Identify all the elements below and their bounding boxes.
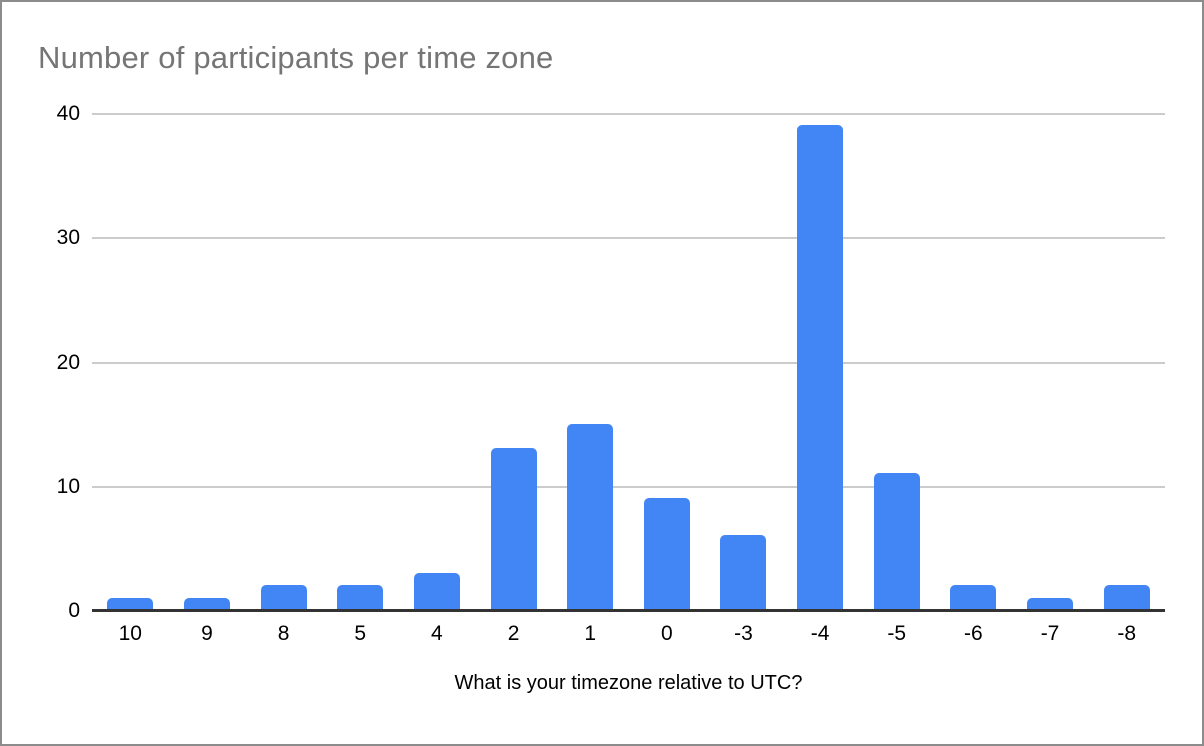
x-tick-label--6: -6 <box>964 622 983 645</box>
x-tick-label-1: 1 <box>584 622 597 645</box>
gridline-y10 <box>92 485 1165 488</box>
bar-utc--8 <box>1103 585 1150 611</box>
gridline-y40 <box>92 113 1165 115</box>
y-tick-label-30: 30 <box>56 226 80 250</box>
y-tick-label-0: 0 <box>68 599 80 622</box>
x-tick-label-10: 10 <box>118 622 142 645</box>
bar-utc-1 <box>567 423 614 611</box>
bar-utc-2 <box>490 448 537 611</box>
y-axis-labels: 0 10 20 30 40 <box>2 102 80 622</box>
bar-utc--5 <box>873 473 920 611</box>
bar-utc-5 <box>337 585 384 611</box>
plot-area <box>92 113 1165 612</box>
x-tick-label--7: -7 <box>1040 622 1060 645</box>
gridline-y20 <box>92 361 1165 364</box>
x-axis-title: What is your timezone relative to UTC? <box>454 672 803 694</box>
bar-utc-0 <box>643 498 690 611</box>
bar-utc-10 <box>107 597 154 611</box>
bar-utc--7 <box>1027 597 1074 611</box>
chart-title: Number of participants per time zone <box>38 40 554 75</box>
bar-utc-8 <box>260 585 307 611</box>
y-tick-label-20: 20 <box>56 350 80 374</box>
x-tick-label--5: -5 <box>887 622 907 645</box>
x-tick-label--4: -4 <box>810 622 830 645</box>
x-tick-label--8: -8 <box>1117 622 1137 645</box>
y-tick-label-10: 10 <box>56 474 80 498</box>
x-tick-label-2: 2 <box>507 622 520 645</box>
x-tick-label-0: 0 <box>660 622 673 645</box>
bar-utc-4 <box>413 572 460 611</box>
x-tick-label-4: 4 <box>431 622 443 645</box>
x-axis-line <box>92 609 1165 612</box>
x-tick-label-9: 9 <box>201 622 213 645</box>
x-tick-label-5: 5 <box>354 622 367 645</box>
x-tick-label-8: 8 <box>277 622 290 645</box>
x-tick-label--3: -3 <box>734 622 753 645</box>
bar-utc--4 <box>797 125 844 611</box>
bar-utc-9 <box>183 597 230 611</box>
bar-utc--3 <box>720 535 767 611</box>
x-axis-labels: 10 9 8 5 4 2 1 0 -3 -4 -5 -6 -7 -8 <box>92 622 1165 650</box>
gridline-y30 <box>92 237 1165 240</box>
y-tick-label-40: 40 <box>56 102 80 125</box>
bar-utc--6 <box>950 585 997 611</box>
